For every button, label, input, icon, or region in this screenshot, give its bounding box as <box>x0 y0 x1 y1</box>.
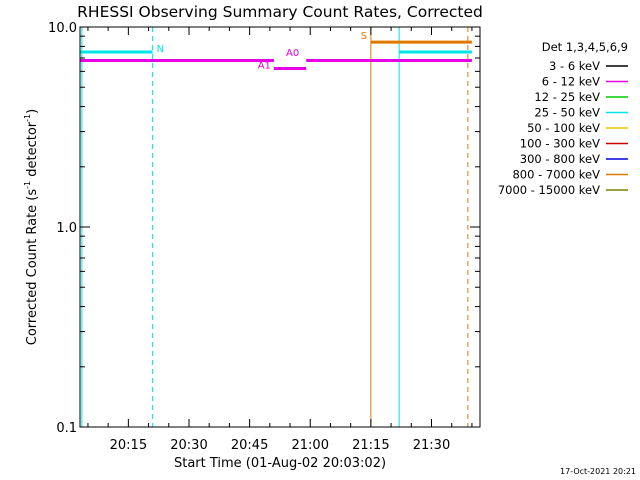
legend-label: 12 - 25 keV <box>534 90 600 104</box>
annotation-label: S <box>361 31 367 42</box>
legend-label: 25 - 50 keV <box>534 106 600 120</box>
x-tick-label: 21:30 <box>413 438 450 453</box>
y-axis-label-sup1: -1 <box>23 181 32 189</box>
x-tick-label: 21:00 <box>292 438 329 453</box>
x-tick-label: 20:45 <box>231 438 268 453</box>
legend-label: 6 - 12 keV <box>542 75 600 89</box>
x-tick-label: 21:15 <box>352 438 389 453</box>
y-axis: 0.1 1.0 10.0 <box>48 21 480 436</box>
y-tick-label: 10.0 <box>48 21 77 36</box>
x-axis-label: Start Time (01-Aug-02 20:03:02) <box>174 456 386 471</box>
legend-label: 300 - 800 keV <box>520 152 600 166</box>
annotation-label: N <box>157 44 164 55</box>
legend-title: Det 1,3,4,5,6,9 <box>542 40 628 54</box>
y-axis-label-main: Corrected Count Rate (s <box>25 189 40 346</box>
legend-label: 7000 - 15000 keV <box>498 183 600 197</box>
chart-title: RHESSI Observing Summary Count Rates, Co… <box>77 3 483 21</box>
footer-timestamp: 17-Oct-2021 20:21 <box>560 467 636 476</box>
y-tick-label: 1.0 <box>56 221 77 236</box>
y-axis-label-end: ) <box>25 109 40 114</box>
legend-label: 800 - 7000 keV <box>512 168 600 182</box>
y-tick-label: 0.1 <box>56 421 77 436</box>
x-tick-label: 20:15 <box>110 438 147 453</box>
legend-label: 50 - 100 keV <box>527 121 600 135</box>
x-tick-label: 20:30 <box>170 438 207 453</box>
legend-label: 3 - 6 keV <box>549 59 600 73</box>
annotation-label: A1 <box>258 61 271 72</box>
y-axis-label: Corrected Count Rate (s-1 detector-1) <box>23 109 40 345</box>
annotation-label: A0 <box>286 48 299 59</box>
x-axis: 20:15 20:30 20:45 21:00 21:15 21:30 <box>87 27 473 453</box>
plot-area: N A0 A1 S <box>80 27 472 427</box>
y-axis-label-mid: detector <box>25 121 40 181</box>
y-axis-label-sup2: -1 <box>23 114 32 122</box>
legend-label: 100 - 300 keV <box>520 137 600 151</box>
